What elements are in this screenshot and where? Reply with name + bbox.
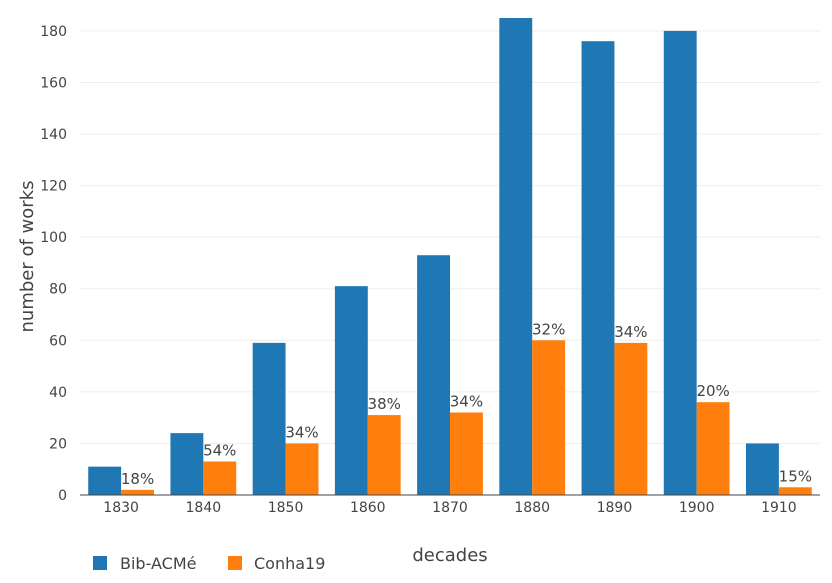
bar-label-conha19-1830: 18% — [121, 470, 154, 488]
y-tick-label-140: 140 — [40, 127, 67, 143]
bar-conha19-1870[interactable] — [450, 412, 483, 495]
y-tick-label-100: 100 — [40, 230, 67, 246]
y-tick-label-0: 0 — [58, 488, 67, 504]
bar-conha19-1850[interactable] — [285, 443, 319, 495]
y-tick-label-40: 40 — [49, 385, 67, 401]
x-axis-title: decades — [412, 545, 487, 566]
x-tick-label-1870: 1870 — [432, 500, 468, 516]
y-tick-label-80: 80 — [49, 282, 67, 298]
bar-label-conha19-1880: 32% — [532, 320, 565, 338]
legend-swatch-bib-acme[interactable] — [93, 556, 107, 570]
bar-bib-acme-1830[interactable] — [88, 466, 122, 495]
bar-conha19-1900[interactable] — [696, 402, 730, 495]
legend-label-bib-acme[interactable]: Bib-ACMé — [120, 554, 196, 573]
y-tick-label-120: 120 — [40, 179, 67, 195]
bar-label-conha19-1900: 20% — [696, 382, 729, 400]
x-axis-ticks: 1830 1840 1850 1860 1870 1880 1890 1900 1910 — [103, 500, 796, 516]
bar-bib-acme-1860[interactable] — [334, 286, 368, 495]
bar-label-conha19-1840: 54% — [203, 441, 236, 459]
bar-labels: 18% 54% 34% 38% 34% 32% 34% 20% 15% — [121, 320, 812, 488]
bar-bib-acme-1840[interactable] — [170, 433, 204, 495]
bar-conha19-1880[interactable] — [532, 340, 566, 495]
bar-label-conha19-1870: 34% — [450, 392, 483, 410]
x-tick-label-1890: 1890 — [597, 500, 633, 516]
bars — [88, 18, 812, 495]
legend[interactable]: Bib-ACMé Conha19 — [93, 554, 325, 573]
y-tick-label-180: 180 — [40, 24, 67, 40]
bar-bib-acme-1910[interactable] — [746, 443, 779, 495]
bar-bib-acme-1850[interactable] — [252, 342, 286, 495]
bar-bib-acme-1900[interactable] — [663, 30, 697, 495]
bar-label-conha19-1850: 34% — [285, 423, 318, 441]
y-tick-label-160: 160 — [40, 75, 67, 91]
y-axis-ticks: 0 20 40 60 80 100 120 140 160 180 — [40, 24, 67, 504]
bar-bib-acme-1890[interactable] — [581, 41, 615, 495]
x-tick-label-1880: 1880 — [514, 500, 550, 516]
bar-bib-acme-1870[interactable] — [417, 255, 450, 495]
x-tick-label-1840: 1840 — [186, 500, 222, 516]
bar-label-conha19-1910: 15% — [779, 467, 812, 485]
bar-conha19-1860[interactable] — [367, 415, 401, 495]
legend-swatch-conha19[interactable] — [228, 556, 242, 570]
gridlines — [80, 30, 820, 444]
y-axis-title: number of works — [17, 181, 38, 333]
legend-label-conha19[interactable]: Conha19 — [254, 554, 325, 573]
bar-conha19-1840[interactable] — [203, 461, 237, 495]
bar-label-conha19-1890: 34% — [614, 323, 647, 341]
x-tick-label-1860: 1860 — [350, 500, 386, 516]
x-tick-label-1850: 1850 — [268, 500, 304, 516]
bar-bib-acme-1880[interactable] — [499, 18, 533, 495]
bar-conha19-1910[interactable] — [778, 487, 812, 495]
x-tick-label-1910: 1910 — [761, 500, 797, 516]
x-tick-label-1830: 1830 — [103, 500, 139, 516]
bar-conha19-1830[interactable] — [121, 489, 154, 495]
bar-conha19-1890[interactable] — [614, 342, 648, 495]
x-tick-label-1900: 1900 — [679, 500, 715, 516]
y-tick-label-60: 60 — [49, 333, 67, 349]
y-tick-label-20: 20 — [49, 436, 67, 452]
bar-label-conha19-1860: 38% — [368, 395, 401, 413]
